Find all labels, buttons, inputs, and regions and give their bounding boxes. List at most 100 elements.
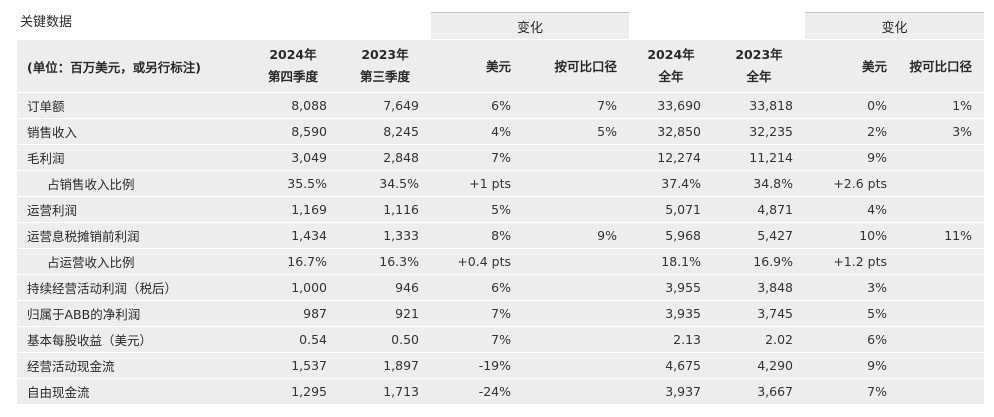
fy-2023-header-period: 全年 bbox=[746, 69, 772, 84]
header-spacer bbox=[629, 12, 714, 40]
table-row: 运营息税摊销前利润 1,434 1,333 8% 9% 5,968 5,427 10% 11% bbox=[17, 222, 985, 249]
year-comparable-change bbox=[899, 196, 985, 223]
fy23-value: 3,848 bbox=[713, 274, 806, 301]
fy23-value: 34.8% bbox=[713, 170, 806, 197]
quarter-usd-change: 4% bbox=[431, 118, 523, 145]
year-comparable-change bbox=[899, 274, 985, 301]
q3-value: 1,897 bbox=[339, 352, 431, 379]
fy24-value: 5,071 bbox=[629, 196, 714, 223]
fy24-value: 12,274 bbox=[629, 144, 714, 171]
table-row: 销售收入 8,590 8,245 4% 5% 32,850 32,235 2% 3% bbox=[17, 118, 985, 145]
table-row: 订单额 8,088 7,649 6% 7% 33,690 33,818 0% 1% bbox=[17, 92, 985, 119]
year-usd-change: 0% bbox=[805, 92, 900, 119]
q4-value: 987 bbox=[247, 300, 339, 327]
fy24-value: 33,690 bbox=[629, 92, 714, 119]
quarter-comparable-change bbox=[523, 274, 630, 301]
fy23-value: 33,818 bbox=[713, 92, 806, 119]
year-comparable-change bbox=[899, 352, 985, 379]
year-comparable-header: 按可比口径 bbox=[899, 39, 985, 93]
quarter-usd-change: +1 pts bbox=[431, 170, 523, 197]
year-usd-change: 3% bbox=[805, 274, 900, 301]
table-row: 毛利润 3,049 2,848 7% 12,274 11,214 9% bbox=[17, 144, 985, 171]
fy24-value: 32,850 bbox=[629, 118, 714, 145]
fy24-value: 3,955 bbox=[629, 274, 714, 301]
year-usd-change: +2.6 pts bbox=[805, 170, 900, 197]
quarter-comparable-change bbox=[523, 196, 630, 223]
year-comparable-change bbox=[899, 144, 985, 171]
quarter-usd-change: -19% bbox=[431, 352, 523, 379]
row-label: 自由现金流 bbox=[17, 378, 247, 405]
quarter-comparable-change bbox=[523, 248, 630, 275]
year-usd-header: 美元 bbox=[805, 39, 900, 93]
fy23-value: 5,427 bbox=[713, 222, 806, 249]
year-comparable-change: 1% bbox=[899, 92, 985, 119]
quarter-comparable-change bbox=[523, 352, 630, 379]
header-spacer bbox=[713, 12, 806, 40]
row-label: 占销售收入比例 bbox=[17, 170, 247, 197]
q4-value: 1,000 bbox=[247, 274, 339, 301]
table-title: 关键数据 bbox=[17, 13, 247, 40]
q3-2023-header: 2023年第三季度 bbox=[339, 39, 431, 93]
fy24-value: 5,968 bbox=[629, 222, 714, 249]
fy24-value: 37.4% bbox=[629, 170, 714, 197]
fy23-value: 16.9% bbox=[713, 248, 806, 275]
key-figures-table: 关键数据 变化 变化 (单位：百万美元，或另行标注) 2024年 第四季度 202… bbox=[17, 12, 985, 405]
row-label: 运营利润 bbox=[17, 196, 247, 223]
group-header-row: 关键数据 变化 变化 bbox=[17, 12, 985, 40]
q3-value: 1,116 bbox=[339, 196, 431, 223]
fy-2024-header: 2024年 全年 bbox=[629, 39, 714, 93]
row-label: 运营息税摊销前利润 bbox=[17, 222, 247, 249]
quarter-usd-header: 美元 bbox=[431, 39, 523, 93]
q4-value: 0.54 bbox=[247, 326, 339, 353]
year-usd-change: 5% bbox=[805, 300, 900, 327]
quarter-usd-change: 6% bbox=[431, 274, 523, 301]
row-label: 持续经营活动利润（税后） bbox=[17, 274, 247, 301]
year-usd-change: 2% bbox=[805, 118, 900, 145]
table-body: 订单额 8,088 7,649 6% 7% 33,690 33,818 0% 1% 销售收入 8,5… bbox=[17, 92, 985, 405]
fy-2024-header-period: 全年 bbox=[658, 69, 684, 84]
table-row: 基本每股收益（美元） 0.54 0.50 7% 2.13 2.02 6% bbox=[17, 326, 985, 353]
quarter-comparable-change bbox=[523, 300, 630, 327]
q4-value: 1,537 bbox=[247, 352, 339, 379]
quarter-comparable-header: 按可比口径 bbox=[523, 39, 630, 93]
q3-2023-header-period: 第三季度 bbox=[359, 69, 410, 84]
quarter-comparable-change bbox=[523, 326, 630, 353]
q3-value: 0.50 bbox=[339, 326, 431, 353]
year-comparable-change bbox=[899, 170, 985, 197]
table-row: 自由现金流 1,295 1,713 -24% 3,937 3,667 7% bbox=[17, 378, 985, 405]
q3-value: 8,245 bbox=[339, 118, 431, 145]
table-row: 归属于ABB的净利润 987 921 7% 3,935 3,745 5% bbox=[17, 300, 985, 327]
fy24-value: 18.1% bbox=[629, 248, 714, 275]
q3-value: 34.5% bbox=[339, 170, 431, 197]
fy23-value: 32,235 bbox=[713, 118, 806, 145]
quarter-usd-change: +0.4 pts bbox=[431, 248, 523, 275]
year-comparable-change bbox=[899, 248, 985, 275]
fy-2023-header: 2023年 全年 bbox=[713, 39, 806, 93]
q4-2024-header: 2024年 第四季度 bbox=[247, 39, 339, 93]
q4-value: 1,295 bbox=[247, 378, 339, 405]
table-row: 运营利润 1,169 1,116 5% 5,071 4,871 4% bbox=[17, 196, 985, 223]
q3-2023-header-year: 2023年 bbox=[361, 47, 409, 62]
quarter-usd-change: 8% bbox=[431, 222, 523, 249]
q3-value: 16.3% bbox=[339, 248, 431, 275]
quarter-comparable-change bbox=[523, 378, 630, 405]
quarter-comparable-change bbox=[523, 144, 630, 171]
row-label: 毛利润 bbox=[17, 144, 247, 171]
year-usd-change: 4% bbox=[805, 196, 900, 223]
table-title-text: 关键数据 bbox=[20, 14, 73, 30]
year-usd-change: 7% bbox=[805, 378, 900, 405]
fy24-value: 2.13 bbox=[629, 326, 714, 353]
q3-value: 1,333 bbox=[339, 222, 431, 249]
quarter-usd-change: 5% bbox=[431, 196, 523, 223]
header-spacer bbox=[339, 12, 431, 40]
year-usd-change: 6% bbox=[805, 326, 900, 353]
year-comparable-change: 11% bbox=[899, 222, 985, 249]
year-usd-change: 9% bbox=[805, 144, 900, 171]
year-comparable-change bbox=[899, 378, 985, 405]
fy23-value: 3,745 bbox=[713, 300, 806, 327]
quarter-usd-change: -24% bbox=[431, 378, 523, 405]
q4-value: 3,049 bbox=[247, 144, 339, 171]
row-label: 占运营收入比例 bbox=[17, 248, 247, 275]
year-usd-change: 9% bbox=[805, 352, 900, 379]
